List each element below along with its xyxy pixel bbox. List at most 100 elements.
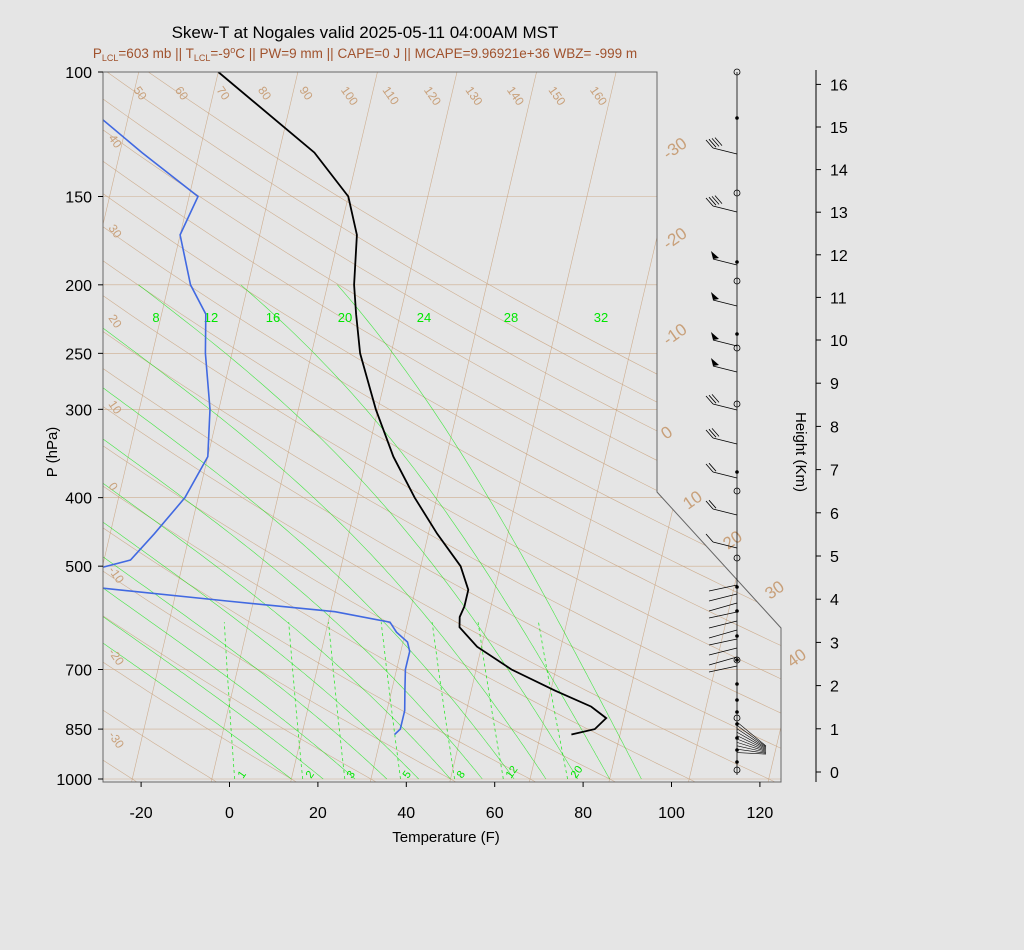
dry-adiabat-label: 130 [463, 84, 486, 109]
wind-level-dot [735, 116, 739, 120]
dry-adiabat-line [103, 72, 781, 782]
isotherm-label: -20 [659, 224, 690, 254]
wind-barb [736, 725, 767, 748]
wind-barb-flag [711, 394, 720, 403]
wind-barb [736, 731, 767, 749]
dry-adiabat-line [103, 72, 781, 782]
wind-level-dot [735, 634, 739, 638]
wind-barb-flag [705, 500, 714, 510]
height-tick-label: 12 [830, 248, 848, 265]
wind-level-circle [733, 487, 741, 495]
wind-level-dot [735, 260, 739, 264]
dry-adiabat-label: 20 [106, 312, 125, 331]
mixing-ratio-line [538, 622, 568, 780]
moist-adiabat-line [240, 284, 610, 780]
wind-barb [712, 403, 738, 411]
temperature-tick-label: 60 [486, 805, 504, 822]
pressure-tick-label: 500 [65, 559, 92, 576]
isotherm-line [103, 72, 143, 782]
wind-level-circle [733, 766, 741, 774]
dry-adiabat-line [103, 72, 237, 782]
moist-adiabat-line [138, 284, 579, 780]
dry-adiabat-label: 110 [380, 84, 403, 108]
wind-barb-flag [705, 429, 714, 439]
pressure-tick-label: 850 [65, 722, 92, 739]
wind-barb [708, 665, 738, 673]
dry-adiabat-line [103, 72, 399, 782]
wind-level-dot [735, 736, 739, 740]
pressure-tick-label: 100 [65, 65, 92, 82]
dry-adiabat-label: -30 [106, 729, 128, 752]
wind-level-dot [735, 658, 739, 662]
isotherm-line [526, 72, 700, 782]
wind-level-dot [735, 585, 739, 589]
grid-clip [103, 72, 781, 782]
wind-barb [712, 258, 738, 266]
mixing-ratio-line [288, 622, 304, 780]
moist-adiabat-label: 28 [504, 310, 518, 325]
dry-adiabat-line [103, 72, 157, 782]
moist-adiabat-line [103, 284, 388, 780]
wind-barb [708, 602, 738, 612]
pressure-tick-label: 700 [65, 662, 92, 679]
pressure-axis: 100 150 200 250 300 400 500 700 850 1000 [56, 65, 103, 789]
height-tick-label: 15 [830, 120, 848, 137]
mixing-ratio-label: 1 [236, 769, 249, 781]
wind-barb [712, 541, 738, 549]
wind-barb-flag [711, 196, 720, 205]
height-tick-label: 10 [830, 333, 848, 350]
moist-adiabat-label: 12 [204, 310, 218, 325]
wind-barb-flag [708, 462, 717, 472]
dry-adiabat-label: 0 [106, 480, 121, 494]
temperature-tick-label: 100 [658, 805, 685, 822]
isotherm-label: -10 [659, 320, 690, 350]
wind-level-dot [735, 748, 739, 752]
height-tick-label: 1 [830, 722, 839, 739]
moist-adiabat-line [103, 284, 356, 780]
dry-adiabat-label: 70 [214, 84, 233, 103]
dry-adiabat-line [103, 72, 781, 782]
dry-adiabat-label: 40 [106, 132, 125, 151]
wind-barb [712, 508, 738, 516]
wind-barbs [705, 68, 767, 775]
dry-adiabat-line [103, 72, 641, 782]
wind-barb-flag [714, 137, 723, 146]
dry-adiabat-line [103, 72, 781, 782]
dry-adiabat-line [103, 72, 560, 782]
wind-barb [708, 611, 738, 619]
moist-adiabat-label: 8 [152, 310, 159, 325]
wind-barb [736, 748, 767, 754]
mixing-ratio-line [477, 622, 504, 780]
wind-barb-flag [708, 138, 717, 148]
wind-barb-flag [708, 499, 717, 509]
height-tick-label: 4 [830, 592, 839, 609]
x-axis-label: Temperature (F) [392, 829, 500, 846]
mixing-ratio-label: 5 [401, 769, 414, 781]
pressure-tick-label: 250 [65, 346, 92, 363]
pressure-tick-label: 300 [65, 402, 92, 419]
wind-barb-flag [705, 139, 714, 149]
wind-barb-pennant [711, 332, 719, 340]
temperature-tick-label: 120 [747, 805, 774, 822]
moist-adiabat-label: 32 [594, 310, 608, 325]
isotherm-label: 40 [783, 645, 809, 671]
isotherm-line [605, 72, 780, 782]
wind-level-dot [735, 698, 739, 702]
temperature-tick-label: -20 [130, 805, 153, 822]
dry-adiabat-line [103, 72, 721, 782]
dry-adiabat-label: 140 [504, 84, 527, 109]
dry-adiabat-line [103, 72, 781, 782]
temperature-line [217, 72, 608, 736]
dry-adiabat-line [103, 72, 781, 782]
height-tick-label: 5 [830, 549, 839, 566]
dry-adiabat-line [148, 72, 781, 782]
moist-adiabat-label: 24 [417, 310, 431, 325]
mixing-ratio-label: 8 [455, 769, 468, 781]
wind-barb-pennant [711, 358, 719, 366]
background-grid: 50 60 70 80 90 100 110 120 130 140 150 160403020100… [103, 72, 810, 782]
wind-barb [736, 738, 767, 751]
wind-barb [708, 638, 738, 646]
wind-level-circle [733, 189, 741, 197]
dry-adiabat-label: -20 [106, 646, 128, 669]
wind-level-circle [733, 554, 741, 562]
